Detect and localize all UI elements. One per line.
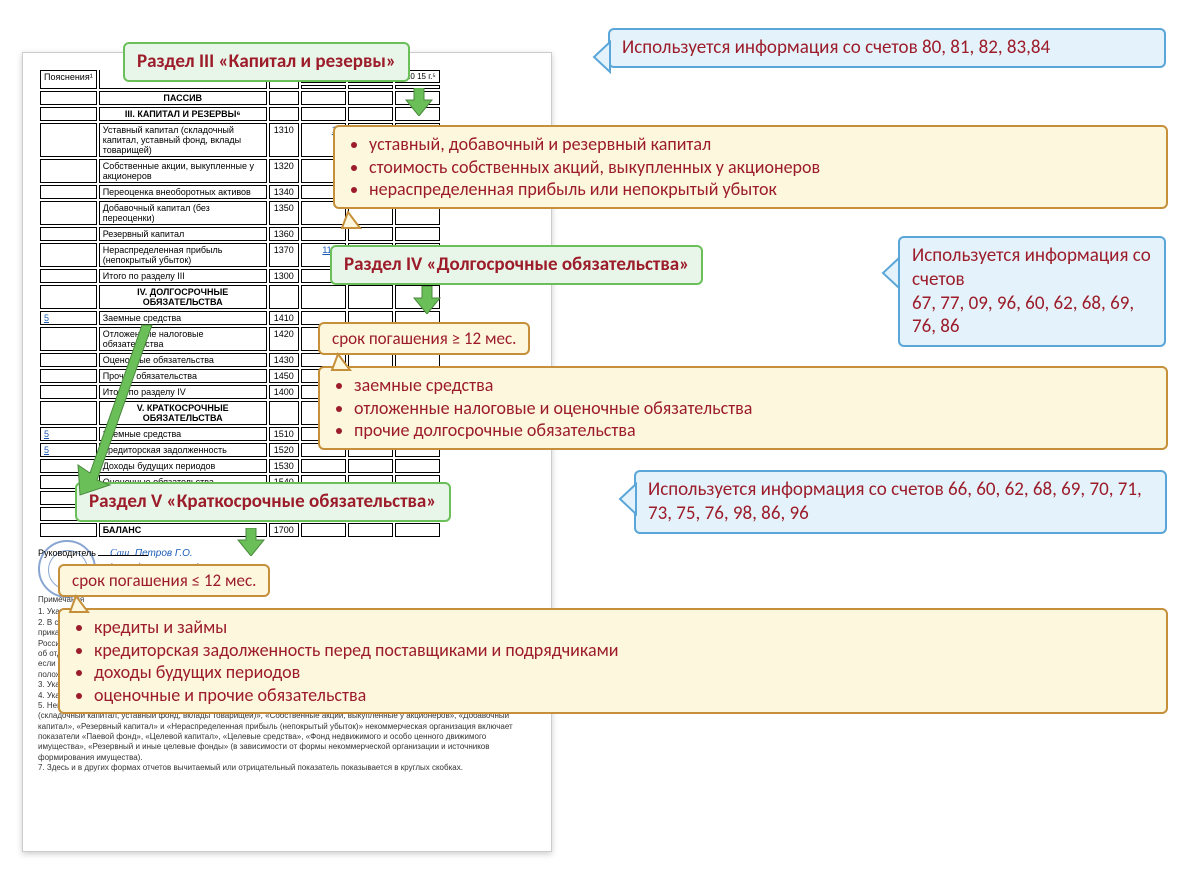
connector-icon — [342, 210, 366, 233]
list-item: стоимость собственных акций, выкупленных… — [369, 156, 1154, 179]
list-item: кредиторская задолженность перед поставщ… — [94, 639, 1154, 662]
col-explanations: Пояснения¹ — [40, 70, 97, 89]
list-item: заемные средства — [354, 374, 1154, 397]
section4-accounts-callout: Используется информация со счетов 67, 77… — [898, 236, 1166, 347]
list-item: отложенные налоговые и оценочные обязате… — [354, 397, 1154, 420]
list-item: уставный, добавочный и резервный капитал — [369, 133, 1154, 156]
list-item: нераспределенная прибыль или непокрытый … — [369, 178, 1154, 201]
list-item: оценочные и прочие обязательства — [94, 684, 1154, 707]
list-item: доходы будущих периодов — [94, 661, 1154, 684]
section4-term-callout: срок погашения ≥ 12 мес. — [318, 322, 530, 355]
section3-title-callout: Раздел III «Капитал и резервы» — [123, 42, 410, 82]
section5-accounts-callout: Используется информация со счетов 66, 60… — [634, 470, 1167, 534]
connector-icon — [70, 594, 94, 617]
connector-icon — [592, 42, 612, 77]
section3-items-callout: уставный, добавочный и резервный капитал… — [333, 125, 1168, 209]
connector-icon — [332, 352, 356, 375]
arrow-down-icon — [236, 528, 266, 556]
connector-icon — [881, 258, 901, 293]
section5-term-callout: срок погашения ≤ 12 мес. — [58, 564, 270, 597]
list-item: кредиты и займы — [94, 616, 1154, 639]
section5-items-callout: кредиты и займыкредиторская задолженност… — [58, 608, 1168, 714]
diagonal-arrow-icon — [72, 325, 202, 500]
section4-title-callout: Раздел IV «Долгосрочные обязательства» — [330, 245, 703, 285]
connector-icon — [618, 484, 638, 519]
section3-accounts-callout: Используется информация со счетов 80, 81… — [608, 28, 1166, 68]
section4-items-callout: заемные средстваотложенные налоговые и о… — [318, 366, 1168, 450]
list-item: прочие долгосрочные обязательства — [354, 419, 1154, 442]
arrow-down-icon — [404, 88, 434, 116]
arrow-down-icon — [412, 286, 442, 314]
